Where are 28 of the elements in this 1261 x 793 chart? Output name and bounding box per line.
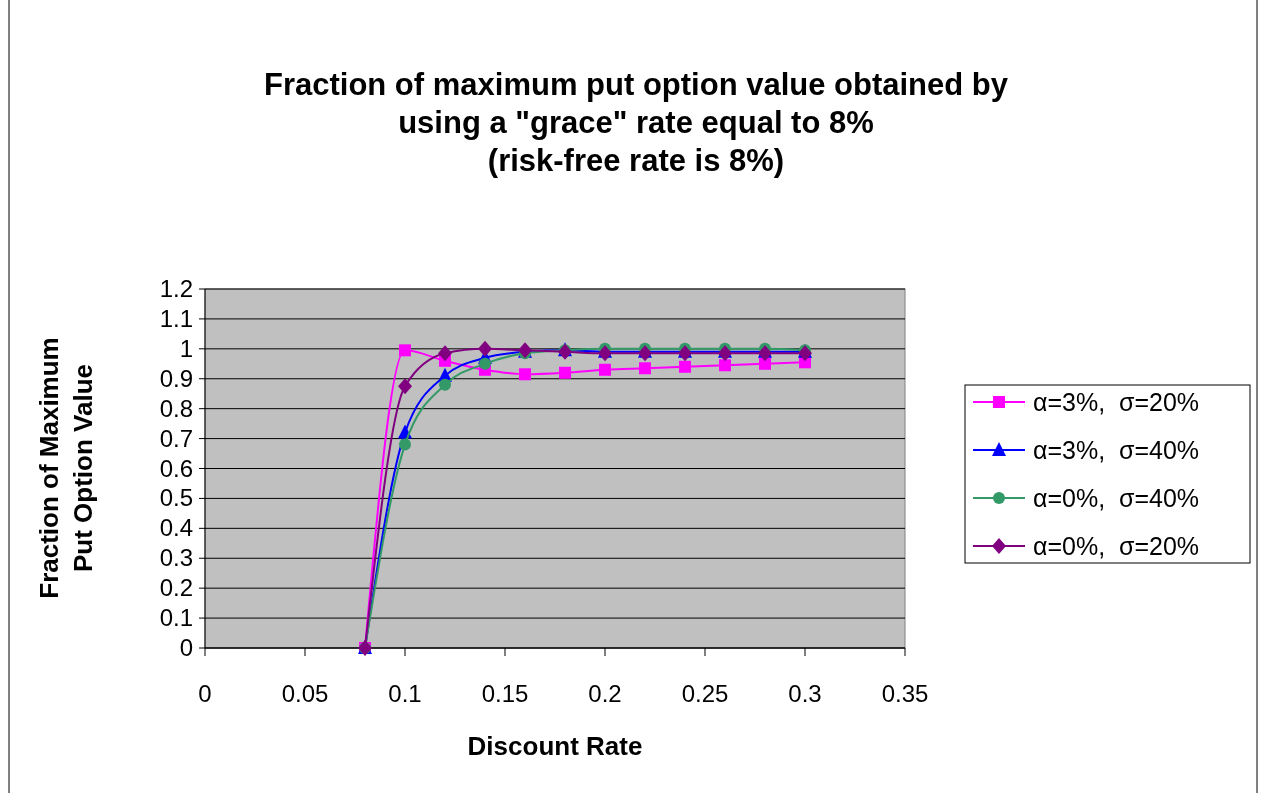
chart-title: Fraction of maximum put option value obtained by using a "grace" rate equal to 8% (risk-free rate is 8%) <box>263 67 1009 178</box>
y-tick-label: 0.6 <box>159 454 193 482</box>
x-tick-label: 0.1 <box>388 680 422 707</box>
x-tick-label: 0.3 <box>788 680 822 707</box>
x-tick-label: 0 <box>198 680 212 707</box>
legend-label: α=0%, σ=40% <box>1033 484 1200 512</box>
x-tick-label: 0.05 <box>281 680 329 707</box>
x-axis-title: Discount Rate <box>467 731 643 761</box>
y-axis-title: Fraction of Maximum Put Option Value <box>34 337 98 599</box>
y-tick-label: 1 <box>179 334 193 362</box>
x-tick-label: 0.15 <box>481 680 529 707</box>
y-tick-label: 0.5 <box>159 484 193 512</box>
legend-label: α=3%, σ=20% <box>1033 388 1200 416</box>
legend-label: α=0%, σ=20% <box>1033 532 1200 560</box>
y-tick-label: 1.2 <box>159 275 193 302</box>
x-tick-label: 0.35 <box>881 680 929 707</box>
y-tick-label: 0.2 <box>159 574 193 602</box>
y-tick-label: 0.1 <box>159 604 193 632</box>
x-tick-label: 0.2 <box>588 680 622 707</box>
y-tick-label: 0.7 <box>159 424 193 452</box>
legend-label: α=3%, σ=40% <box>1033 436 1200 464</box>
y-tick-label: 0 <box>179 634 193 661</box>
y-tick-label: 0.9 <box>159 364 193 392</box>
y-tick-label: 0.3 <box>159 544 193 572</box>
y-tick-label: 0.4 <box>159 514 193 542</box>
y-tick-label: 0.8 <box>159 394 193 422</box>
y-tick-label: 1.1 <box>159 304 193 332</box>
x-tick-label: 0.25 <box>681 680 729 707</box>
